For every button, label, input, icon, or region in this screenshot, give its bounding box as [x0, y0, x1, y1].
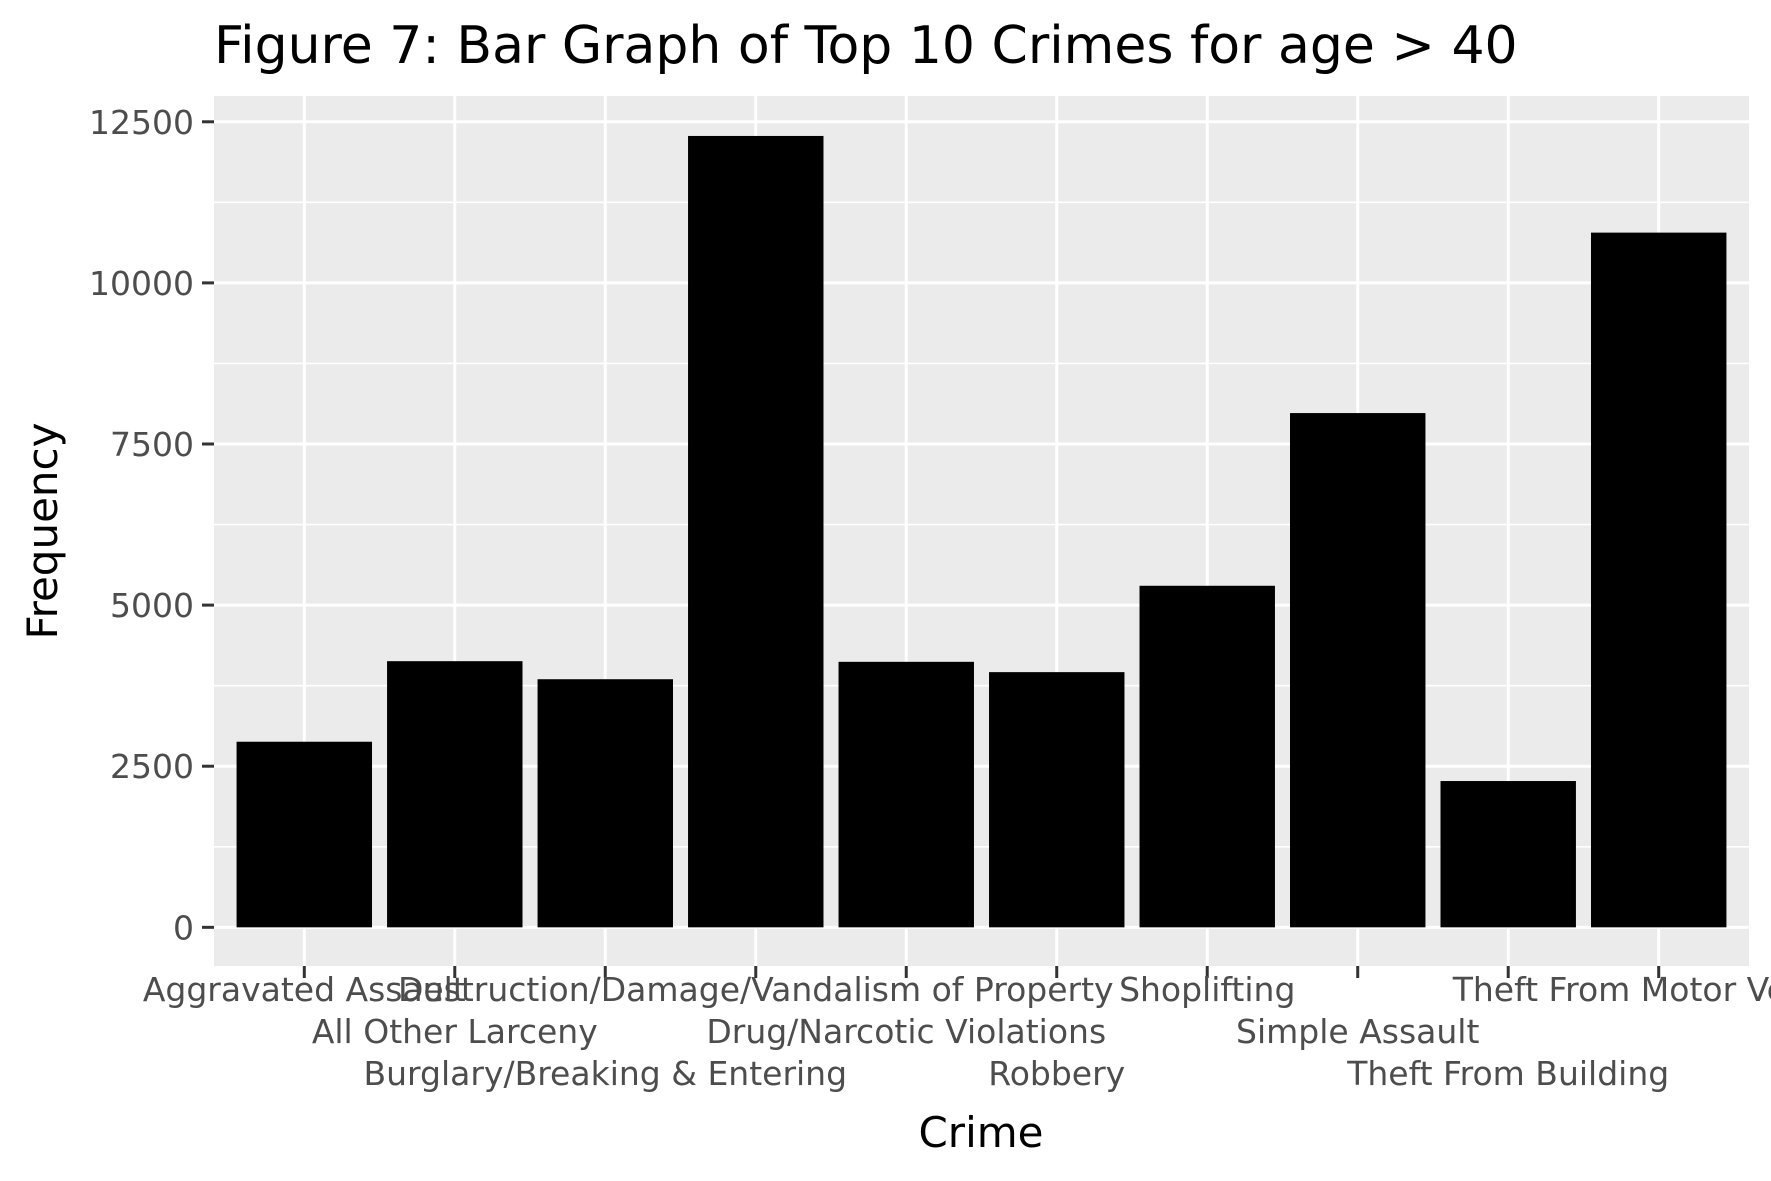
- x-tick-label: All Other Larceny: [312, 1012, 598, 1051]
- chart-title: Figure 7: Bar Graph of Top 10 Crimes for…: [214, 16, 1518, 76]
- bar: [688, 135, 824, 928]
- y-tick-label: 7500: [110, 425, 194, 464]
- x-tick-label: Theft From Building: [1346, 1054, 1669, 1093]
- y-tick-label: 12500: [89, 103, 194, 142]
- x-tick-label: Shoplifting: [1119, 970, 1295, 1009]
- bar: [1590, 232, 1727, 928]
- x-tick-label: Aggravated Assault: [143, 970, 466, 1009]
- x-tick-label: Robbery: [988, 1054, 1125, 1093]
- bar: [537, 679, 673, 928]
- y-axis: 0 2500 5000 7500 10000 12500: [89, 103, 214, 947]
- bar: [1139, 585, 1275, 928]
- bar: [387, 661, 523, 928]
- x-tick-label: Drug/Narcotic Violations: [706, 1012, 1106, 1051]
- x-tick-label: Theft From Motor Vehicle: [1452, 970, 1771, 1009]
- y-tick-label: 10000: [89, 264, 194, 303]
- x-tick-label: Destruction/Damage/Vandalism of Property: [398, 970, 1114, 1009]
- bar: [989, 672, 1125, 928]
- y-axis-title: Frequency: [18, 423, 67, 640]
- y-tick-label: 2500: [110, 747, 194, 786]
- y-tick-label: 0: [173, 908, 194, 947]
- x-tick-label: Burglary/Breaking & Entering: [363, 1054, 847, 1093]
- bar: [236, 741, 373, 928]
- bar: [1440, 781, 1576, 928]
- bars: [236, 135, 1727, 928]
- x-axis-title: Crime: [918, 1108, 1043, 1157]
- bar: [838, 661, 974, 928]
- x-tick-label: Simple Assault: [1236, 1012, 1479, 1051]
- bar: [1290, 413, 1426, 928]
- y-tick-label: 5000: [110, 586, 194, 625]
